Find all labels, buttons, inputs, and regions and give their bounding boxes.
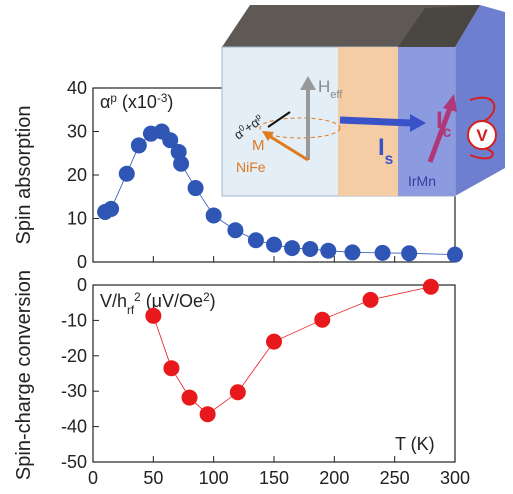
x-tick-label: 0 — [88, 468, 98, 488]
inset-label: NiFe — [236, 159, 266, 175]
point — [173, 156, 189, 172]
y-axis-label: Spin absorption — [13, 106, 35, 245]
x-tick-label: 50 — [143, 468, 163, 488]
point — [145, 308, 161, 324]
text-part: NiFe — [236, 159, 266, 175]
text-part: I — [436, 107, 443, 134]
point — [320, 243, 336, 259]
text-part: IrMn — [408, 173, 436, 189]
figure: 0 10 20 30 40 Spin absorption αp (x10-3) 0 -10 -2… — [0, 0, 513, 494]
point — [447, 247, 463, 263]
inset-label: V — [476, 126, 488, 145]
x-tick-label: 150 — [259, 468, 289, 488]
y-tick-label: -50 — [61, 452, 87, 472]
point — [375, 245, 391, 261]
y-tick-label: 40 — [67, 78, 87, 98]
text-part: -3 — [157, 92, 167, 105]
y-tick-label: 10 — [67, 209, 87, 229]
point — [119, 166, 135, 182]
text-part: (x10 — [117, 92, 157, 112]
point — [302, 241, 318, 257]
is-arrow — [340, 120, 412, 123]
point — [248, 232, 264, 248]
point — [227, 222, 243, 238]
point — [163, 360, 179, 376]
text-part: c — [443, 124, 452, 141]
y-tick-label: -30 — [61, 381, 87, 401]
text-part: H — [318, 77, 330, 96]
x-tick-label: 200 — [319, 468, 349, 488]
y-tick-label: 0 — [77, 275, 87, 295]
y-tick-label: 30 — [67, 122, 87, 142]
point — [131, 137, 147, 153]
point — [344, 244, 360, 260]
point — [206, 207, 222, 223]
x-tick-label: 300 — [440, 468, 470, 488]
text-part: s — [385, 151, 394, 168]
point — [188, 180, 204, 196]
point — [314, 312, 330, 328]
text-part: α — [100, 92, 110, 112]
text-part: V/h — [100, 291, 127, 311]
y-tick-label: -10 — [61, 310, 87, 330]
y-tick-label: -40 — [61, 417, 87, 437]
inset-label: IrMn — [408, 173, 436, 189]
point — [182, 390, 198, 406]
point — [363, 292, 379, 308]
text-part: M — [252, 137, 265, 154]
text-part: eff — [330, 89, 343, 101]
text-part: (μV/Oe — [141, 291, 203, 311]
point — [103, 201, 119, 217]
text-part: I — [378, 134, 385, 161]
y-tick-label: 20 — [67, 165, 87, 185]
x-tick-label: 250 — [380, 468, 410, 488]
text-part: V — [476, 126, 488, 145]
point — [401, 245, 417, 261]
text-part: rf — [127, 304, 135, 317]
point — [423, 279, 439, 295]
text-part: ) — [167, 92, 173, 112]
point — [284, 240, 300, 256]
y-tick-label: -20 — [61, 346, 87, 366]
point — [266, 334, 282, 350]
x-axis-label: T (K) — [395, 434, 435, 454]
inset-label: M — [252, 137, 265, 154]
y-axis-label: Spin-charge conversion — [13, 270, 35, 480]
point — [200, 406, 216, 422]
x-tick-label: 100 — [199, 468, 229, 488]
y-tick-label: 0 — [77, 252, 87, 272]
text-part: ) — [210, 291, 216, 311]
annotation: αp (x10-3) — [100, 92, 173, 113]
point — [266, 237, 282, 253]
point — [230, 384, 246, 400]
